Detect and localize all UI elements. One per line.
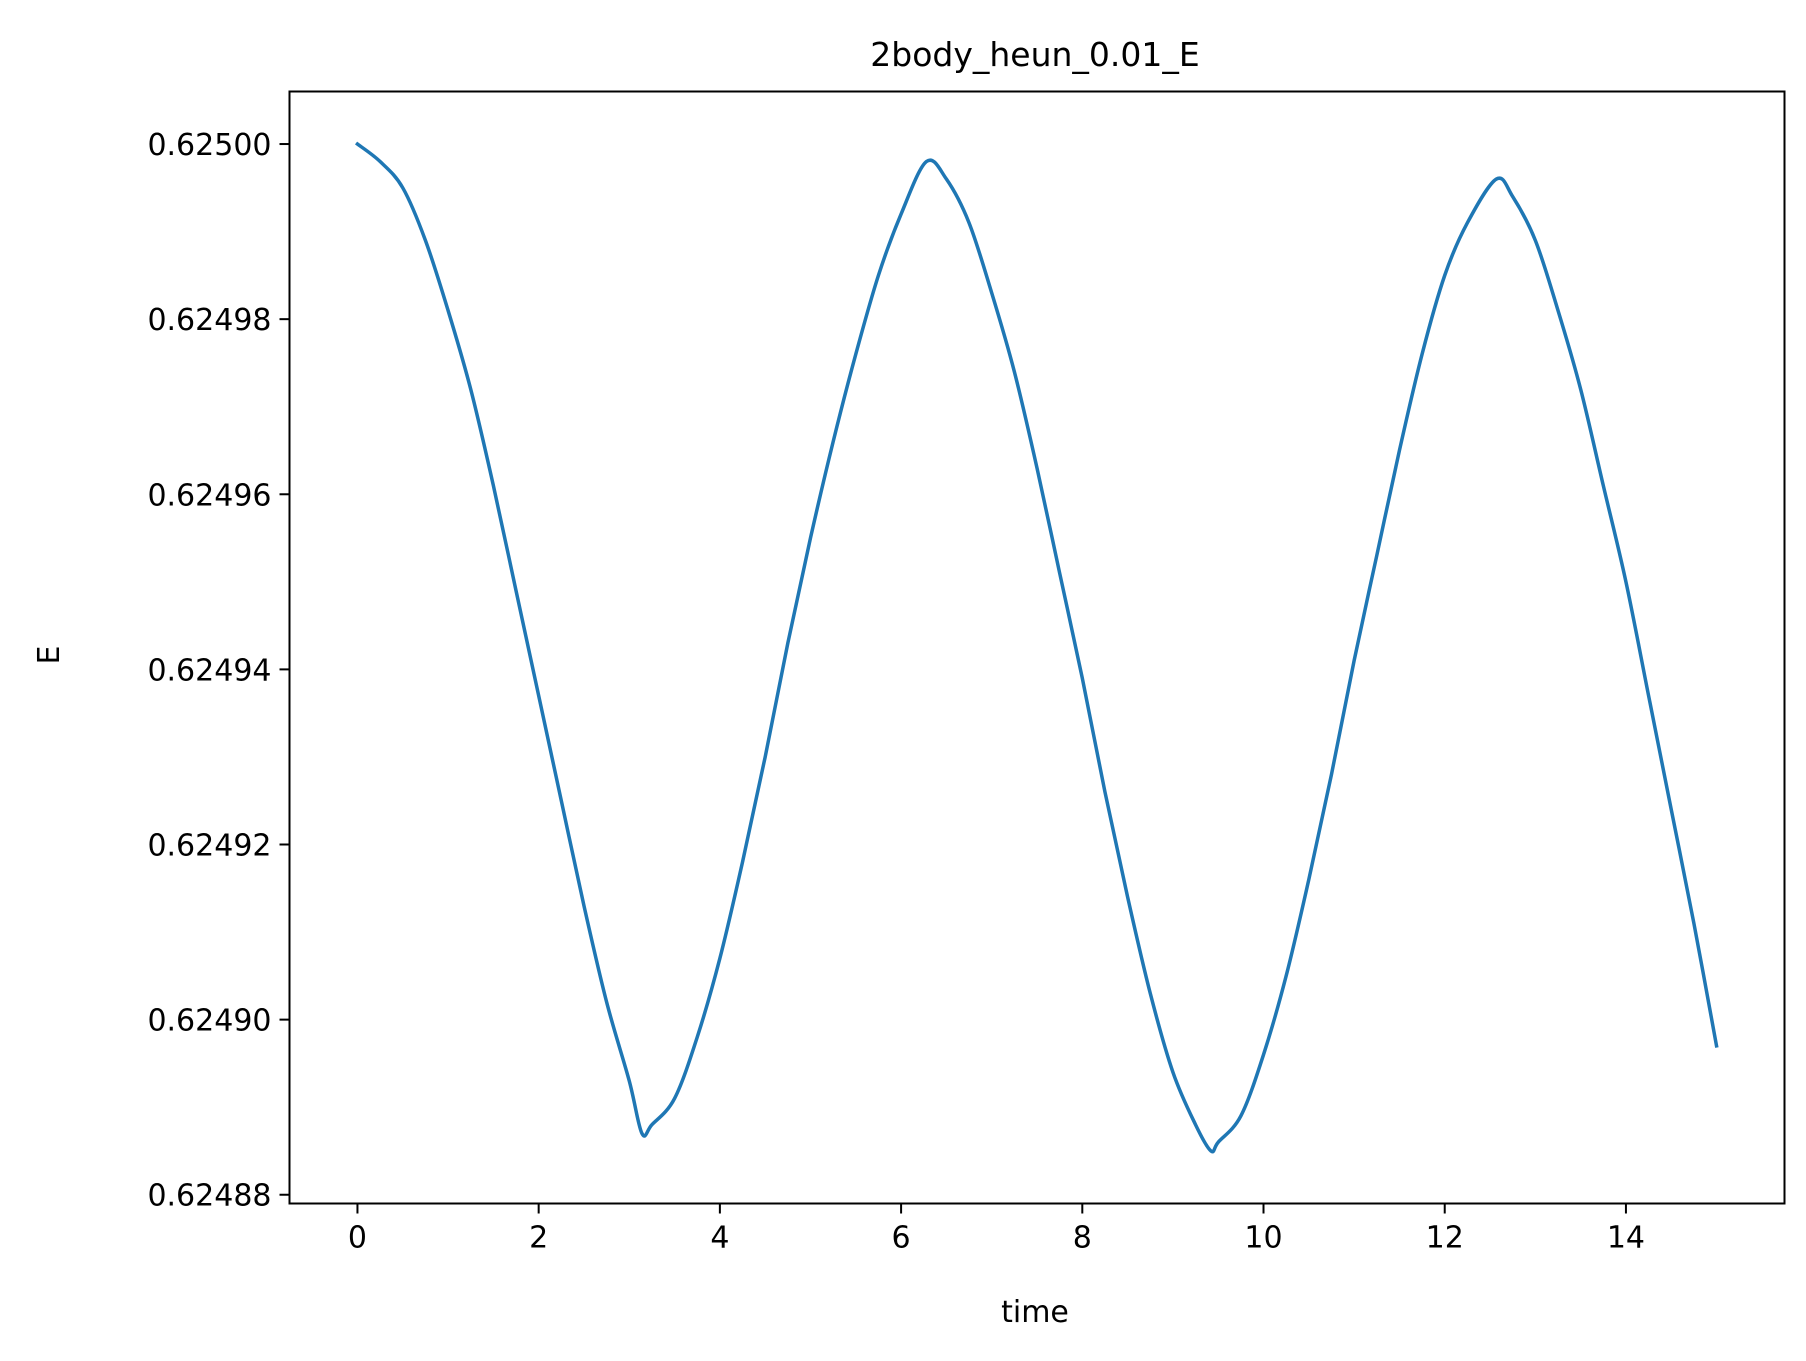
plot-area: 0 2 4 6 8 10 12 14 0.62488 0.62490 0.62492 0.62494… bbox=[147, 90, 1786, 1256]
x-axis-label: time bbox=[1001, 1295, 1069, 1330]
x-axis-ticks: 0 2 4 6 8 10 12 14 bbox=[348, 1203, 1645, 1256]
y-tick-label: 0.62500 bbox=[147, 128, 271, 163]
y-axis-ticks: 0.62488 0.62490 0.62492 0.62494 0.62496 0.624… bbox=[147, 128, 290, 1214]
chart-title: 2body_heun_0.01_E bbox=[870, 35, 1199, 74]
x-tick-label: 2 bbox=[529, 1221, 548, 1256]
y-axis-label: E bbox=[32, 646, 67, 665]
x-tick-label: 6 bbox=[892, 1221, 911, 1256]
data-line bbox=[354, 141, 1719, 1154]
y-tick-label: 0.62492 bbox=[147, 829, 271, 864]
y-tick-label: 0.62498 bbox=[147, 303, 271, 338]
y-tick-label: 0.62494 bbox=[147, 653, 271, 688]
x-tick-label: 14 bbox=[1607, 1221, 1645, 1256]
axes-frame bbox=[288, 90, 1786, 1205]
x-tick-label: 12 bbox=[1426, 1221, 1464, 1256]
x-tick-label: 8 bbox=[1073, 1221, 1092, 1256]
x-tick-label: 0 bbox=[348, 1221, 367, 1256]
y-tick-label: 0.62496 bbox=[147, 478, 271, 513]
y-tick-label: 0.62488 bbox=[147, 1179, 271, 1214]
x-tick-label: 4 bbox=[710, 1221, 729, 1256]
y-tick-label: 0.62490 bbox=[147, 1004, 271, 1039]
x-tick-label: 10 bbox=[1244, 1221, 1282, 1256]
